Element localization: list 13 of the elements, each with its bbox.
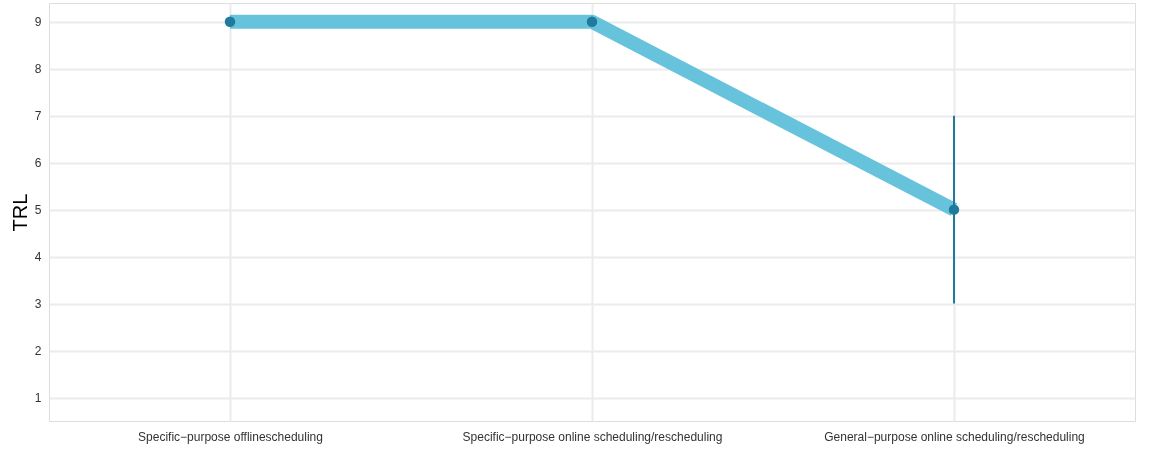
- x-tick-label: Specific−purpose offlinescheduling: [138, 429, 323, 444]
- y-tick-label: 1: [34, 391, 42, 406]
- y-axis-title: TRL: [8, 193, 31, 232]
- y-tick-label: 2: [34, 344, 42, 359]
- y-tick-label: 6: [34, 156, 42, 171]
- y-tick-label: 7: [34, 109, 42, 124]
- y-tick-label: 5: [34, 203, 42, 218]
- x-tick-label: Specific−purpose online scheduling/rescheduling: [462, 429, 723, 444]
- y-tick-label: 4: [34, 250, 42, 265]
- y-tick-label: 9: [34, 15, 42, 30]
- x-tick-label: General−purpose online scheduling/rescheduling: [824, 429, 1085, 444]
- y-tick-label: 8: [34, 62, 42, 77]
- y-tick-label: 3: [34, 297, 42, 312]
